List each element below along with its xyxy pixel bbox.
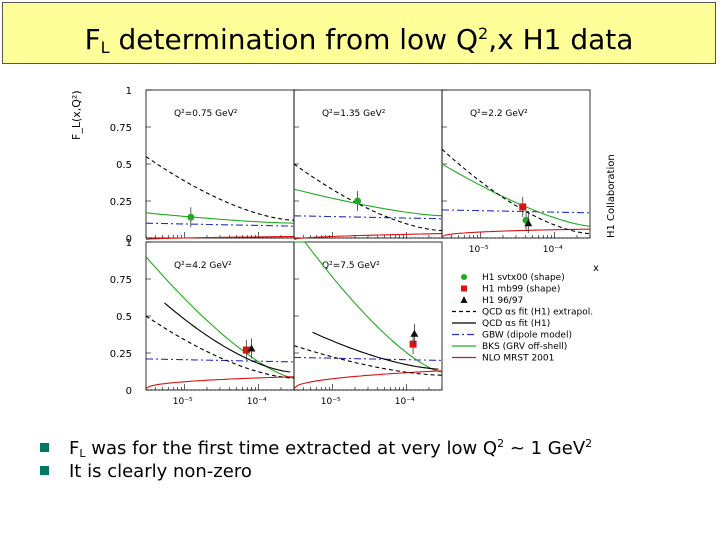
y-tick-label: 0.75: [110, 275, 132, 286]
y-tick-label: 0.25: [110, 349, 132, 360]
x-tick-labels: 10⁻⁵ 10⁻⁴ 10⁻⁵ 10⁻⁴ 10⁻⁵ 10⁻⁴: [173, 245, 563, 407]
legend-item: QCD αs fit (H1) extrapol.: [452, 308, 593, 318]
qcd-extrapol-curve: [293, 163, 443, 232]
panel-label: Q²=1.35 GeV²: [322, 109, 386, 119]
bks-curve: [293, 188, 443, 217]
legend-item: H1 96/97: [460, 296, 523, 306]
bks-curve: [145, 256, 295, 379]
qcd-extrapol-curve: [293, 345, 443, 376]
point-svtx00: [187, 213, 195, 221]
gbw-curve: [293, 215, 443, 220]
x-tick-label: 10⁻⁴: [543, 245, 563, 255]
x-axis-label: x: [593, 263, 599, 274]
panel-label: Q²=7.5 GeV²: [322, 261, 380, 271]
qcd-fit-curve: [164, 302, 291, 373]
point-h1-9697: [410, 329, 419, 337]
x-tick-label: 10⁻⁴: [247, 397, 267, 407]
gbw-curve: [293, 356, 443, 361]
legend-item: NLO MRST 2001: [452, 354, 554, 364]
bullet-1: FL was for the first time extracted at v…: [40, 430, 592, 460]
mrst-curve: [145, 235, 295, 241]
panel-5: Q²=7.5 GeV²: [293, 241, 443, 391]
legend-label: QCD αs fit (H1) extrapol.: [482, 308, 593, 318]
point-mb99: [519, 203, 527, 211]
legend-item: H1 svtx00 (shape): [461, 273, 565, 283]
panel-label: Q²=2.2 GeV²: [470, 109, 528, 119]
qcd-extrapol-curve: [441, 148, 591, 235]
bks-curve: [441, 163, 591, 227]
panel-label: Q²=4.2 GeV²: [174, 261, 232, 271]
legend-item: GBW (dipole model): [452, 331, 572, 341]
legend-marker: [460, 296, 468, 303]
x-tick-label: 10⁻⁵: [173, 397, 193, 407]
panel-2: Q²=1.35 GeV²: [293, 89, 443, 241]
mrst-curve: [145, 376, 295, 389]
y-tick-label: 0.25: [110, 197, 132, 208]
bullet-mark: [40, 466, 49, 475]
y-tick-label: 1: [126, 238, 132, 249]
legend-item: QCD αs fit (H1): [452, 319, 550, 329]
qcd-extrapol-curve: [145, 156, 295, 221]
y-axis-label: F_L(x,Q²): [70, 90, 83, 140]
x-tick-label: 10⁻⁵: [321, 397, 341, 407]
qcd-extrapol-curve: [145, 315, 295, 379]
x-tick-label: 10⁻⁴: [395, 397, 415, 407]
panel-label: Q²=0.75 GeV²: [174, 109, 238, 119]
qcd-fit-curve: [312, 331, 439, 370]
point-h1-9697: [247, 344, 256, 352]
legend-marker: [461, 285, 467, 292]
legend-item: BKS (GRV off-shell): [452, 342, 567, 352]
x-tick-label: 10⁻⁵: [469, 245, 489, 255]
y-tick-label: 1: [126, 86, 132, 97]
gbw-curve: [145, 358, 295, 363]
legend-label: QCD αs fit (H1): [482, 319, 550, 329]
bullet-2: It is clearly non-zero: [40, 458, 592, 486]
fl-plot: F_L(x,Q²) H1 Collaboration x Q²=0.75 GeV…: [70, 86, 617, 407]
bullet-mark: [40, 443, 49, 452]
legend-label: H1 svtx00 (shape): [482, 273, 565, 283]
point-svtx00: [354, 197, 362, 205]
legend: H1 svtx00 (shape) H1 mb99 (shape)H1 96/97…: [452, 273, 593, 364]
y-tick-label: 0.5: [116, 160, 132, 171]
y-tick-labels: 1 0.75 0.5 0.25 1 0.75 0.5 0.25 0 0: [110, 86, 132, 397]
bullet-list: FL was for the first time extracted at v…: [40, 430, 592, 486]
legend-item: H1 mb99 (shape): [461, 285, 560, 295]
legend-label: GBW (dipole model): [482, 331, 572, 341]
y-tick-label: 0.5: [116, 312, 132, 323]
point-h1-9697: [524, 219, 533, 227]
y-tick-label: 0: [126, 386, 132, 397]
point-mb99: [242, 346, 250, 354]
panel-1: Q²=0.75 GeV²: [145, 89, 295, 241]
bks-curve: [294, 241, 443, 373]
y-tick-label: 0.75: [110, 123, 132, 134]
side-label: H1 Collaboration: [606, 154, 617, 238]
legend-label: NLO MRST 2001: [482, 354, 554, 364]
mrst-curve: [293, 233, 442, 241]
slide-title: FL determination from low Q2,x H1 data: [2, 2, 716, 64]
legend-label: BKS (GRV off-shell): [482, 342, 567, 352]
panel-4: Q²=4.2 GeV²: [145, 241, 295, 391]
mrst-curve: [441, 228, 591, 238]
legend-marker: [461, 274, 467, 280]
legend-label: H1 96/97: [482, 296, 523, 306]
gbw-curve: [145, 222, 295, 227]
point-mb99: [409, 340, 417, 348]
mrst-curve: [293, 370, 443, 389]
gbw-curve: [441, 209, 590, 214]
legend-label: H1 mb99 (shape): [482, 285, 560, 295]
bks-curve: [145, 212, 295, 224]
panel-3: Q²=2.2 GeV²: [441, 89, 591, 239]
y-tick-label: 0: [126, 234, 132, 245]
